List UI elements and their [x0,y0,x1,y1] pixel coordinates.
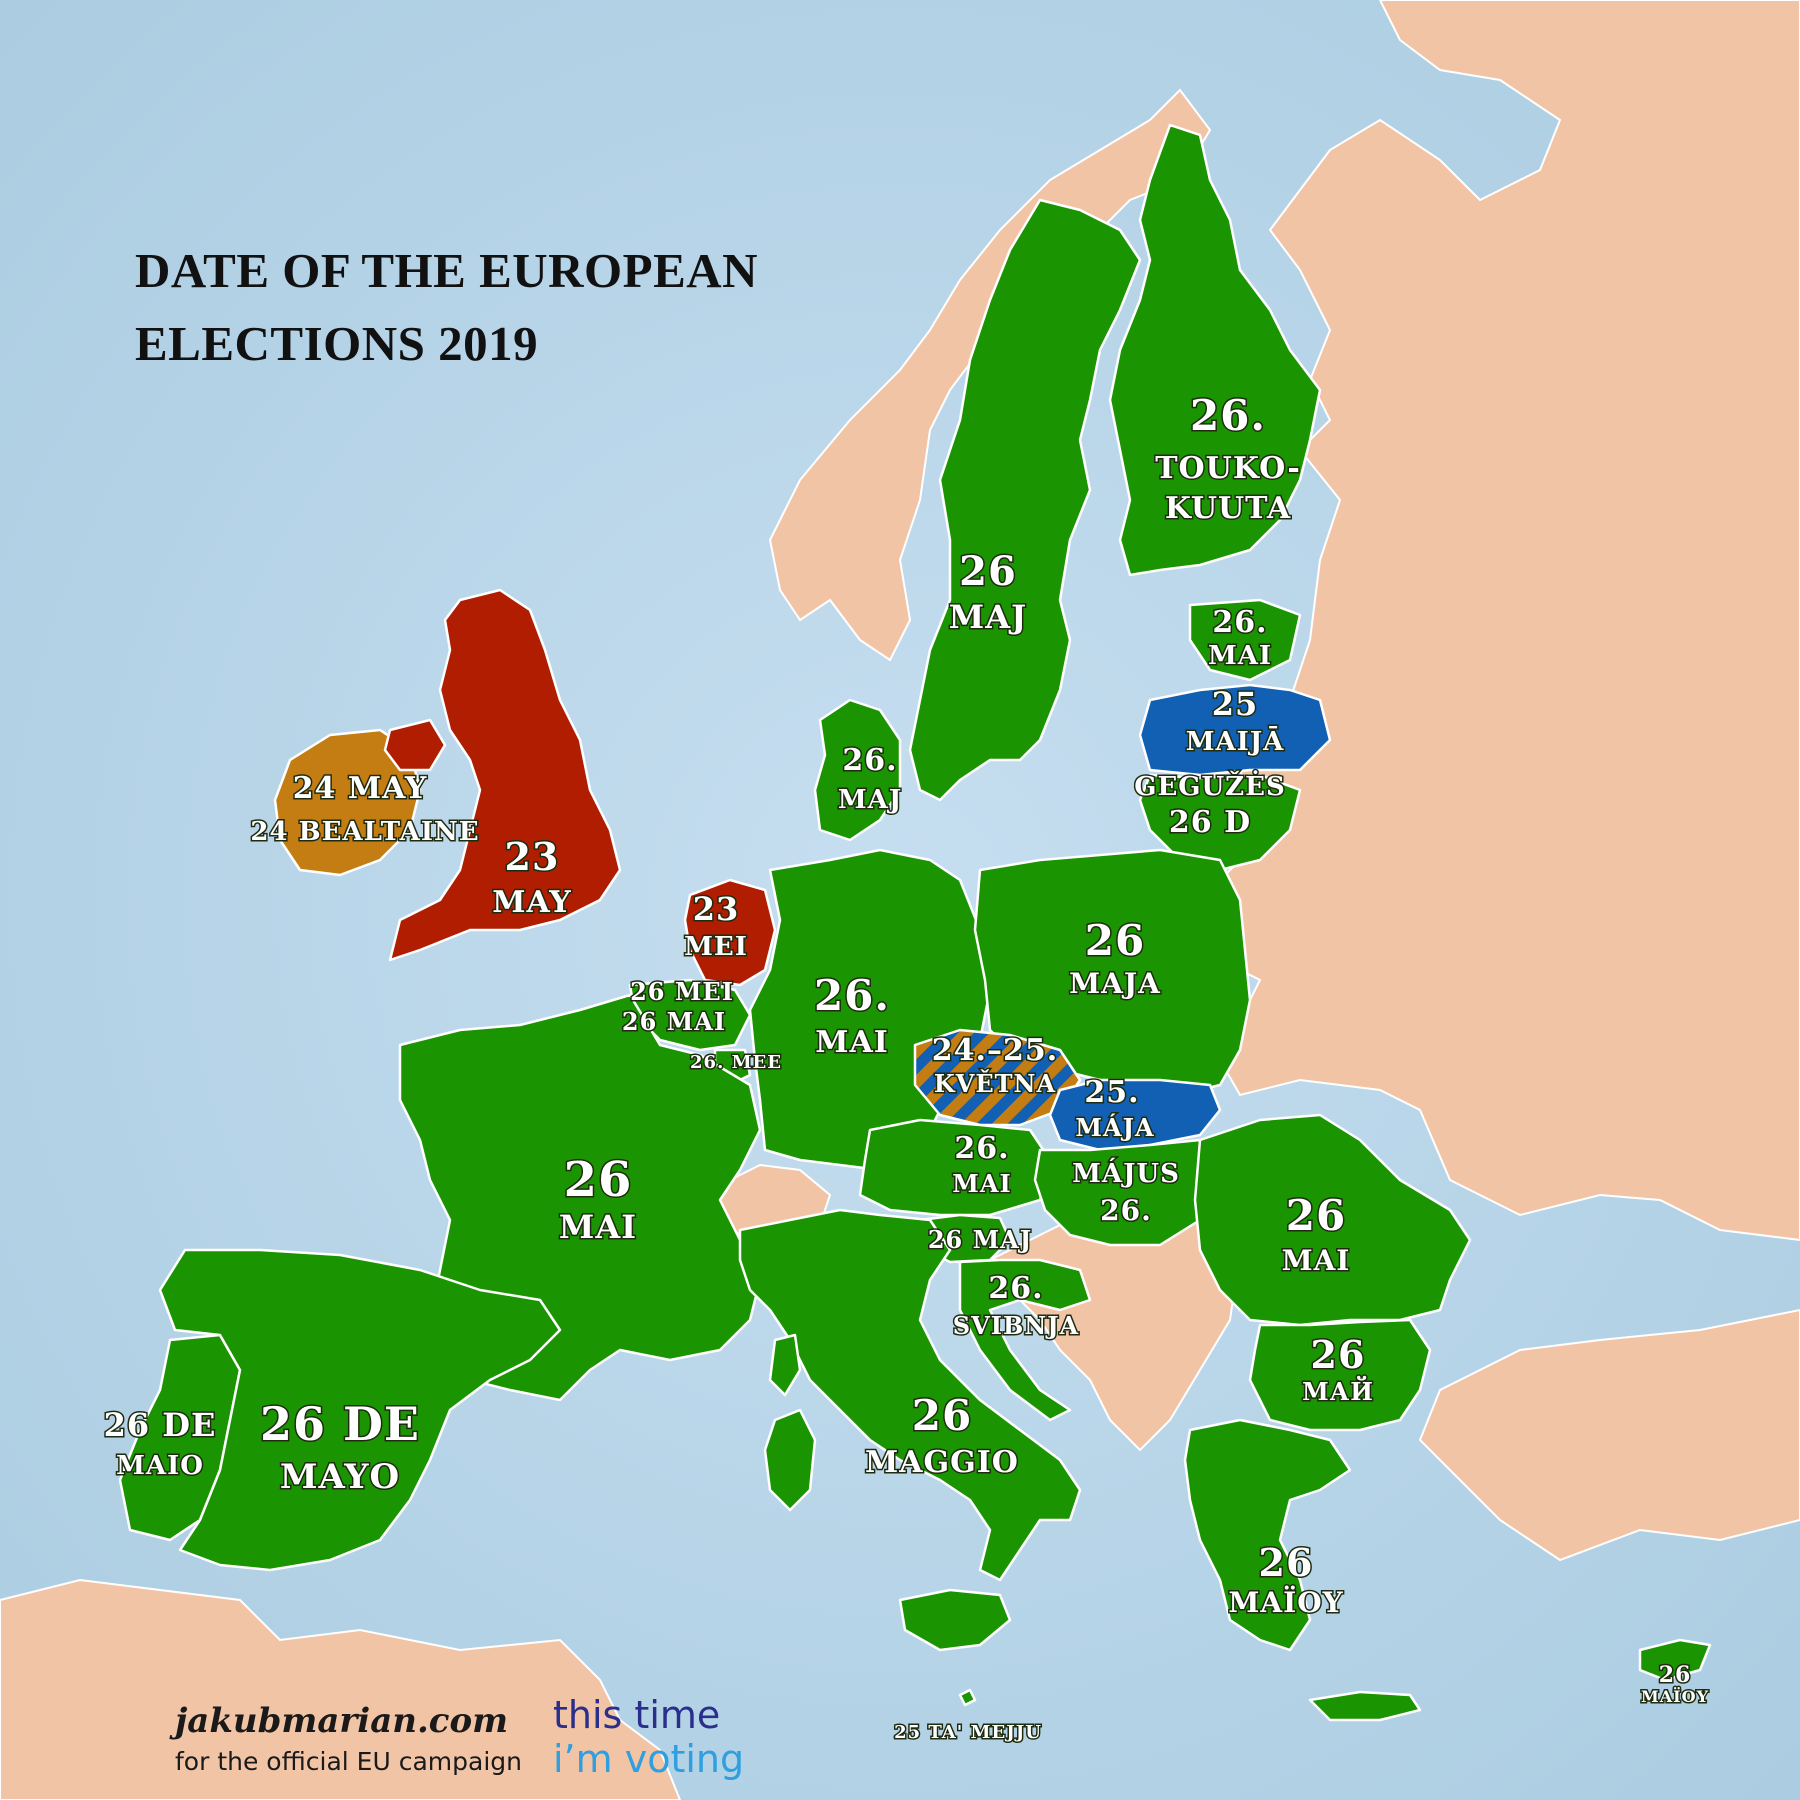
sicily-shape [898,1588,1012,1652]
latvia-label-line1: 25 [1212,685,1259,723]
credit-site: jakubmarian.com [169,1701,508,1741]
croatia-shape [958,1258,1092,1422]
bulgaria-label-line1: 26 [1311,1332,1366,1377]
campaign-line1: this time [553,1693,720,1737]
romania-label-line2: MAI [1282,1244,1351,1277]
cyprus-shape [1638,1638,1712,1682]
finland-label-line1: 26. [1190,391,1266,440]
austria-shape [858,1118,1052,1217]
slovakia-label-line2: MÁJA [1075,1113,1154,1142]
portugal-label-line2: MAIO [116,1451,204,1481]
lithuania-label-line1: GEGUŽĖS [1134,770,1285,802]
poland-label-line2: MAJA [1069,967,1161,1000]
denmark-label-line1: 26. [842,743,897,778]
croatia-label-line1: 26. [988,1271,1043,1306]
malta-shape [958,1688,977,1707]
romania-shape [1193,1113,1472,1327]
belgium-label-line1: 26 MEI [630,977,734,1006]
denmark-label-line2: MAJ [838,785,902,815]
ireland-label-line1: 24 MAY [293,771,428,806]
eu-countries [118,123,1712,1722]
croatia-label-line2: SVIBNJA [953,1311,1079,1340]
uk-label-line1: 23 [505,834,560,879]
portugal-label-line1: 26 DE [104,1406,217,1444]
turkey-land [1418,1308,1800,1562]
netherlands-label-line1: 23 [693,890,740,928]
sweden-label-line2: MAJ [949,598,1027,636]
czechia-label-line2: KVĚTNA [934,1069,1056,1098]
campaign-line2: i’m voting [553,1737,744,1781]
finland-label-line3: KUUTA [1165,491,1291,526]
czechia-label-line1: 24.–25. [932,1033,1058,1068]
malta-label: 25 TA' MEJJU [894,1722,1042,1743]
latvia-label-line2: MAIJĀ [1186,726,1285,757]
slovenia-label: 26 MAJ [928,1225,1032,1254]
ireland-label-line2: 24 BEALTAINE [250,817,479,847]
sweden-shape [908,198,1142,802]
spain-label-line2: MAYO [280,1457,400,1497]
map-title-line1: DATE OF THE EUROPEAN [135,243,758,298]
credit-subtitle: for the official EU campaign [175,1747,522,1776]
italy-label-line2: MAGGIO [865,1445,1019,1480]
italy-shape [738,1208,1082,1582]
france-label-line2: MAI [559,1208,637,1246]
country-labels: 26. TOUKO- KUUTA 26 MAJ 26. MAI 25 MAIJĀ… [102,390,1709,1745]
finland-shape [1108,123,1322,577]
greece-shape [1183,1418,1352,1652]
lithuania-label-line2: 26 D [1169,805,1251,840]
greece-label-line1: 26 [1259,1540,1314,1585]
poland-shape [973,848,1252,1097]
uk-shape [388,588,622,962]
germany-label-line1: 26. [814,971,890,1020]
italy-label-line1: 26 [912,1391,972,1440]
romania-label-line1: 26 [1286,1191,1346,1240]
bulgaria-label-line2: МАЙ [1302,1375,1374,1406]
greece-label-line2: ΜΑΪΟΥ [1228,1585,1343,1619]
map-title-line2: ELECTIONS 2019 [135,316,538,371]
estonia-label-line1: 26. [1212,605,1267,640]
poland-label-line1: 26 [1085,916,1145,965]
spain-shape [158,1248,562,1572]
spain-label-line1: 26 DE [260,1397,420,1451]
latvia-shape [1138,683,1332,777]
uk-label-line2: MAY [492,885,571,920]
sardinia-shape [763,1408,817,1512]
austria-label-line2: MAI [952,1169,1011,1198]
bulgaria-shape [1248,1318,1432,1432]
hungary-shape [1033,1138,1217,1247]
uk-northern-ireland-shape [383,718,447,772]
sweden-label-line1: 26 [959,548,1017,595]
hungary-label-line2: 26. [1100,1194,1152,1227]
north-africa-land [0,1578,682,1800]
crete-shape [1308,1690,1422,1722]
ireland-shape [273,728,422,877]
slovakia-label-line1: 25. [1084,1075,1139,1110]
france-label-line1: 26 [564,1152,633,1208]
germany-label-line2: MAI [815,1025,889,1060]
finland-label-line2: TOUKO- [1155,451,1301,486]
estonia-shape [1188,598,1302,682]
netherlands-shape [683,878,777,987]
hungary-label-line1: MÁJUS [1072,1157,1180,1189]
estonia-label-line2: MAI [1208,641,1272,671]
cyprus-label-line2: ΜΑΪΟΥ [1641,1686,1709,1706]
slovakia-shape [1048,1078,1222,1152]
austria-label-line1: 26. [954,1131,1009,1166]
cyprus-label-line1: 26 [1659,1662,1692,1688]
belgium-label-line2: 26 MAI [622,1007,726,1036]
lithuania-shape [1138,773,1302,872]
netherlands-label-line2: MEI [684,932,748,962]
luxembourg-label: 26. MEE [690,1052,782,1073]
denmark-shape [813,698,902,842]
corsica-shape [768,1333,802,1397]
